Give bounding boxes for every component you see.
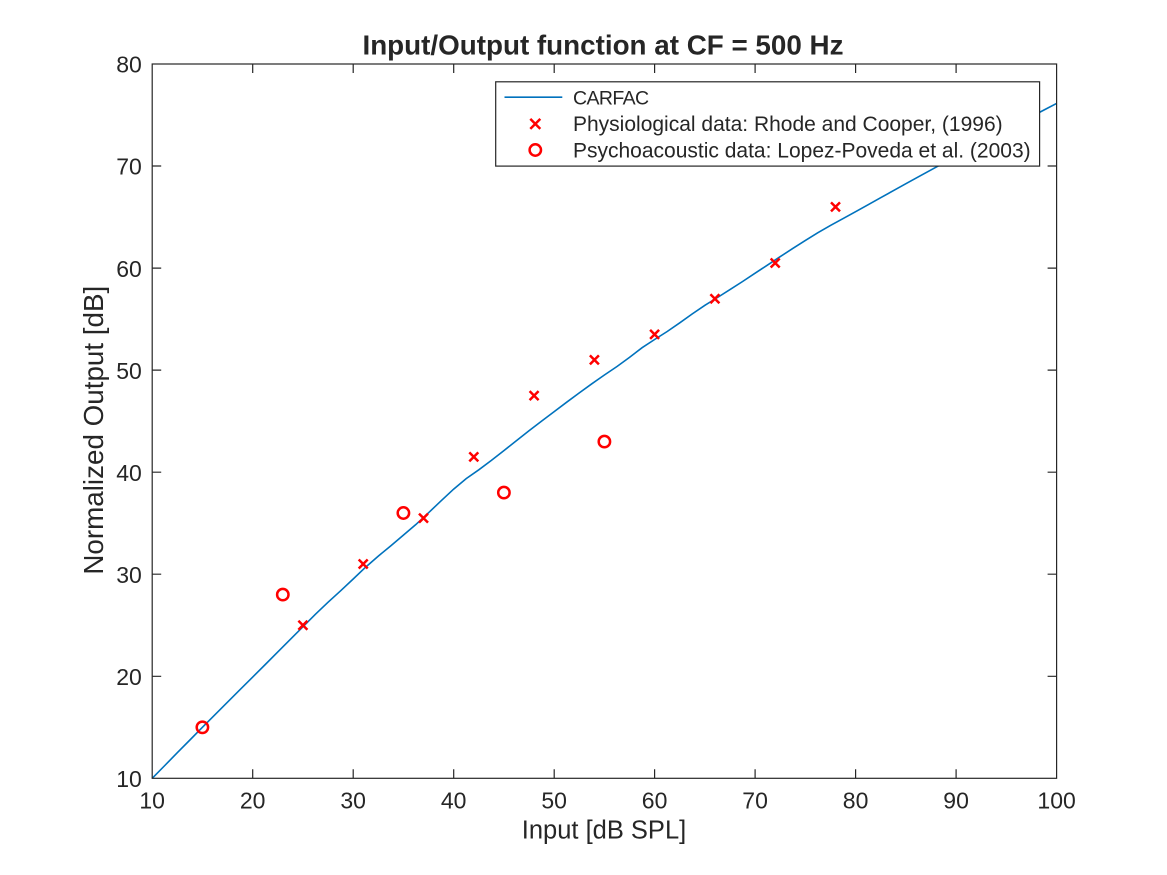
svg-text:50: 50 xyxy=(541,787,567,813)
svg-text:60: 60 xyxy=(642,787,668,813)
svg-text:70: 70 xyxy=(116,154,142,180)
svg-text:20: 20 xyxy=(240,787,266,813)
svg-text:Physiological data: Rhode and: Physiological data: Rhode and Cooper, (1… xyxy=(573,113,1003,136)
svg-text:70: 70 xyxy=(742,787,768,813)
svg-text:10: 10 xyxy=(139,787,165,813)
svg-text:40: 40 xyxy=(441,787,467,813)
svg-text:Input [dB SPL]: Input [dB SPL] xyxy=(522,817,686,845)
svg-text:40: 40 xyxy=(116,460,142,486)
svg-text:30: 30 xyxy=(340,787,366,813)
svg-text:30: 30 xyxy=(116,562,142,588)
svg-text:Input/Output function at CF =: Input/Output function at CF = 500 Hz xyxy=(362,29,843,60)
svg-text:10: 10 xyxy=(116,766,142,792)
svg-text:60: 60 xyxy=(116,256,142,282)
svg-text:Psychoacoustic data: Lopez-Pov: Psychoacoustic data: Lopez-Poveda et al.… xyxy=(573,139,1031,162)
svg-text:50: 50 xyxy=(116,358,142,384)
svg-text:20: 20 xyxy=(116,664,142,690)
svg-text:80: 80 xyxy=(116,52,142,78)
svg-text:80: 80 xyxy=(843,787,869,813)
svg-text:90: 90 xyxy=(943,787,969,813)
svg-text:CARFAC: CARFAC xyxy=(573,87,649,109)
svg-text:100: 100 xyxy=(1037,787,1075,813)
svg-text:Normalized Output [dB]: Normalized Output [dB] xyxy=(78,286,109,575)
